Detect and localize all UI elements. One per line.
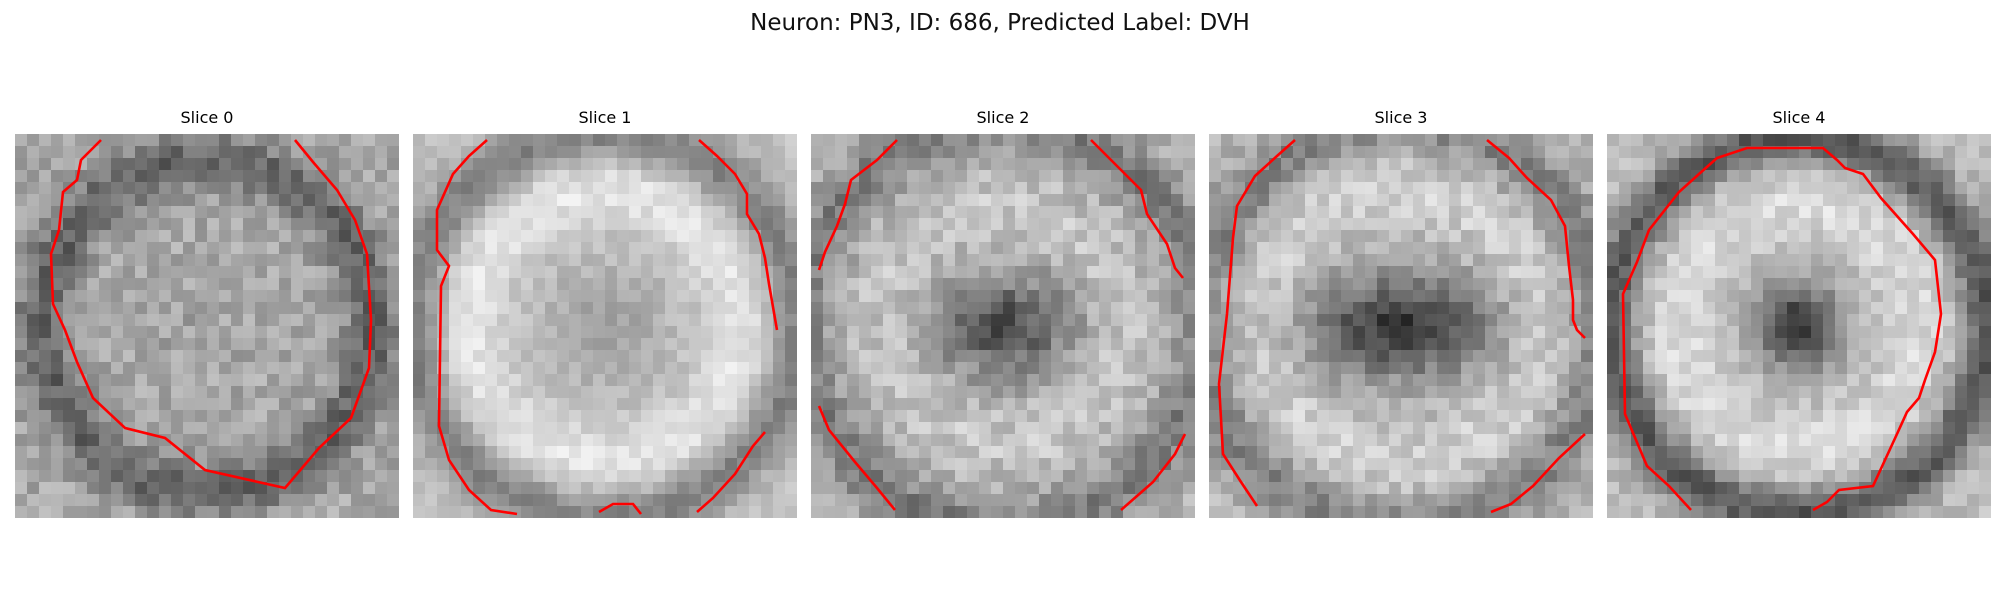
slice-image [1607, 134, 1991, 518]
slice-panel-1: Slice 1 [413, 108, 797, 518]
slice-image [15, 134, 399, 518]
contour-line [1486, 138, 1586, 339]
contour-line [1090, 139, 1185, 279]
slice-image [811, 134, 1195, 518]
contour-line [435, 139, 518, 516]
slice-title: Slice 2 [976, 108, 1030, 127]
slice-title: Slice 4 [1772, 108, 1826, 127]
slice-panel-4: Slice 4 [1607, 108, 1991, 518]
contour-line [598, 502, 643, 515]
contour-line [49, 139, 373, 490]
contour-line [1217, 139, 1296, 507]
slice-image [1209, 134, 1593, 518]
slice-panel-3: Slice 3 [1209, 108, 1593, 518]
figure-title: Neuron: PN3, ID: 686, Predicted Label: D… [750, 10, 1250, 36]
contour-line [1490, 433, 1586, 514]
contour-line [698, 139, 779, 331]
contour-line [817, 139, 898, 271]
slice-title: Slice 3 [1374, 108, 1428, 127]
contour-line [696, 431, 766, 513]
contour-line [817, 405, 897, 511]
slice-title: Slice 1 [578, 108, 632, 127]
slice-panel-0: Slice 0 [15, 108, 399, 518]
contour-line [1621, 146, 1943, 512]
slice-image [413, 134, 797, 518]
contour-line [1120, 433, 1187, 511]
slice-title: Slice 0 [180, 108, 234, 127]
slice-panel-2: Slice 2 [811, 108, 1195, 518]
